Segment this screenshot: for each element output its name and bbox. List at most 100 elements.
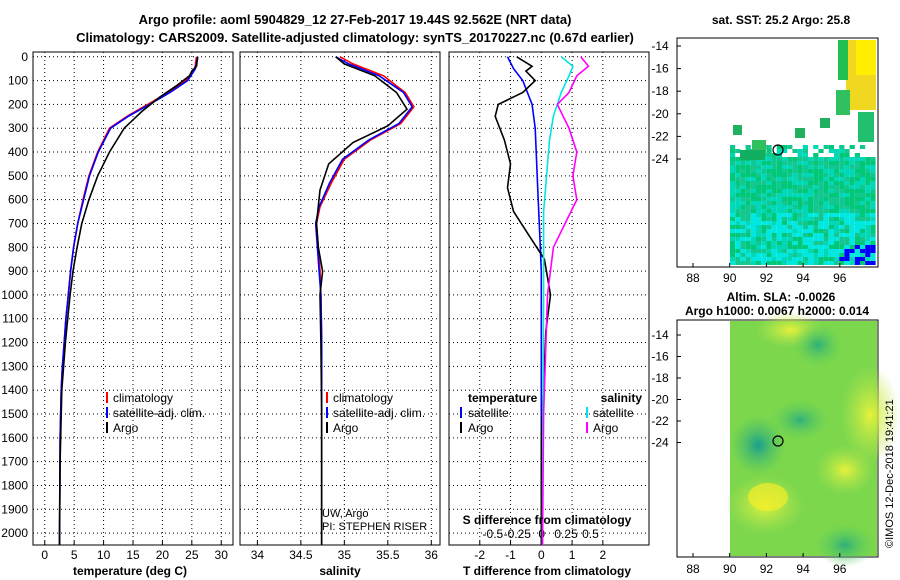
sst-cell — [865, 257, 871, 261]
sst-cell — [865, 229, 871, 233]
sst-cell — [792, 253, 798, 257]
temperature-legend: climatology satellite-adj. clim. Argo — [106, 391, 205, 435]
sst-cell — [797, 225, 803, 229]
sst-cell — [797, 169, 803, 173]
sst-cell — [745, 205, 751, 209]
sst-cell — [766, 157, 772, 161]
sst-cell — [802, 173, 808, 177]
sst-cell — [808, 197, 814, 201]
sst-cell — [782, 249, 788, 253]
sst-cell — [730, 257, 736, 261]
sst-cell — [766, 161, 772, 165]
sst-cell — [823, 205, 829, 209]
sst-cell — [860, 145, 866, 149]
sst-cell — [860, 261, 866, 265]
sst-cell — [849, 185, 855, 189]
sst-cell — [834, 189, 840, 193]
sst-cell — [849, 209, 855, 213]
sst-cell — [802, 249, 808, 253]
sst-cell — [797, 209, 803, 213]
sst-cell — [802, 221, 808, 225]
sst-cell — [740, 161, 746, 165]
legend-label-satellite: satellite-adj. clim. — [113, 406, 205, 420]
sst-cell — [797, 177, 803, 181]
sst-cell — [745, 241, 751, 245]
sst-cell — [865, 241, 871, 245]
depth-tick-label: 900 — [8, 264, 28, 278]
sst-cell — [802, 213, 808, 217]
sst-cell — [860, 253, 866, 257]
sst-cell — [745, 257, 751, 261]
sst-cell — [813, 245, 819, 249]
legend-swatch-t-argo — [460, 422, 462, 433]
sst-cell — [802, 165, 808, 169]
sst-cell — [797, 181, 803, 185]
sst-cell — [782, 229, 788, 233]
sst-cell — [828, 173, 834, 177]
sst-cell — [730, 245, 736, 249]
sst-cell — [756, 233, 762, 237]
profile-lines — [58, 56, 590, 546]
sst-cell — [756, 169, 762, 173]
sst-cell — [766, 145, 772, 149]
sst-cell — [740, 221, 746, 225]
series-line-argo — [58, 56, 199, 546]
sst-cell — [813, 145, 819, 149]
sst-cell — [870, 257, 876, 261]
sst-cell — [750, 217, 756, 221]
sst-cell — [776, 149, 782, 153]
sst-cell — [818, 229, 824, 233]
sst-cell — [818, 205, 824, 209]
sst-cell — [735, 261, 741, 265]
sst-cell — [771, 157, 777, 161]
depth-axis-ticks: 0 100 200 300 400 500 600 700 800 900 1000 1100 1200… — [1, 50, 28, 540]
sst-cell — [787, 177, 793, 181]
sst-cell — [865, 261, 871, 265]
sst-cell — [750, 213, 756, 217]
sst-cell — [787, 221, 793, 225]
sst-cell — [854, 197, 860, 201]
depth-tick-label: 300 — [8, 121, 28, 135]
sst-cell — [813, 165, 819, 169]
sst-cell — [730, 201, 736, 205]
sst-cell — [865, 209, 871, 213]
difference-xlabel: T difference from climatology — [463, 564, 631, 578]
sst-cell — [839, 177, 845, 181]
sst-cell — [823, 177, 829, 181]
sst-cell — [849, 245, 855, 249]
depth-tick-label: 700 — [8, 216, 28, 230]
x-tick-label: 25 — [185, 548, 199, 562]
depth-tick-label: 1700 — [1, 455, 28, 469]
sst-cell — [828, 229, 834, 233]
sst-cell — [802, 193, 808, 197]
sst-cell — [792, 169, 798, 173]
sst-cell — [860, 169, 866, 173]
sst-cell — [792, 201, 798, 205]
sst-cell — [766, 241, 772, 245]
sst-cell — [745, 229, 751, 233]
sst-cell — [776, 261, 782, 265]
sst-cell — [766, 149, 772, 153]
sst-cell — [828, 209, 834, 213]
sst-cell — [750, 257, 756, 261]
sst-cell — [735, 237, 741, 241]
sst-cell — [750, 185, 756, 189]
sst-cell — [839, 173, 845, 177]
sst-cell — [839, 261, 845, 265]
sst-cell — [771, 217, 777, 221]
sst-cell — [813, 209, 819, 213]
sst-cell — [844, 157, 850, 161]
sst-cell — [823, 165, 829, 169]
depth-tick-label: 1300 — [1, 359, 28, 373]
sst-cell — [823, 261, 829, 265]
sst-cell — [766, 245, 772, 249]
sst-cell — [808, 241, 814, 245]
depth-tick-label: 800 — [8, 240, 28, 254]
x-tick-label: 15 — [126, 548, 140, 562]
figure-title-line1: Argo profile: aoml 5904829_12 27-Feb-201… — [139, 12, 572, 27]
sst-cell — [766, 193, 772, 197]
sst-cell — [745, 245, 751, 249]
sst-cell — [849, 229, 855, 233]
sst-cell — [870, 237, 876, 241]
sst-cell — [735, 225, 741, 229]
